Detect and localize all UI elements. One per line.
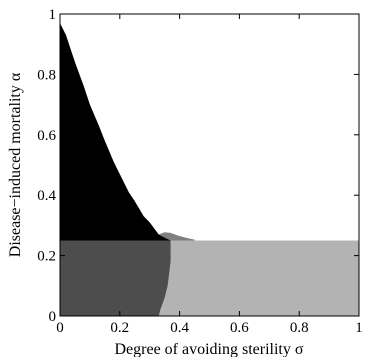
black-region bbox=[60, 23, 171, 241]
x-tick-label: 0 bbox=[56, 320, 64, 336]
x-tick-label: 0.6 bbox=[230, 320, 249, 336]
x-tick-label: 0.4 bbox=[170, 320, 189, 336]
x-tick-label: 0.8 bbox=[290, 320, 309, 336]
plot-frame bbox=[59, 13, 360, 317]
y-tick-label: 0 bbox=[49, 309, 57, 325]
y-tick-label: 0.8 bbox=[37, 67, 56, 83]
x-tick-label: 1 bbox=[355, 320, 363, 336]
y-axis-label: Disease−induced mortality α bbox=[7, 72, 24, 257]
heatmap-regions bbox=[60, 23, 359, 316]
dark-gray-region bbox=[60, 240, 171, 316]
y-tick-label: 0.6 bbox=[37, 128, 56, 144]
y-tick-label: 0.4 bbox=[37, 188, 56, 204]
x-tick-label: 0.2 bbox=[110, 320, 129, 336]
axis-ticks: 0 0.2 0.4 0.6 0.8 1 0 0.2 0.4 0.6 0.8 1 bbox=[37, 7, 363, 336]
mid-gray-region bbox=[158, 232, 195, 241]
y-tick-label: 1 bbox=[49, 7, 57, 23]
x-axis-label: Degree of avoiding sterility σ bbox=[114, 341, 303, 357]
y-tick-label: 0.2 bbox=[37, 249, 56, 265]
